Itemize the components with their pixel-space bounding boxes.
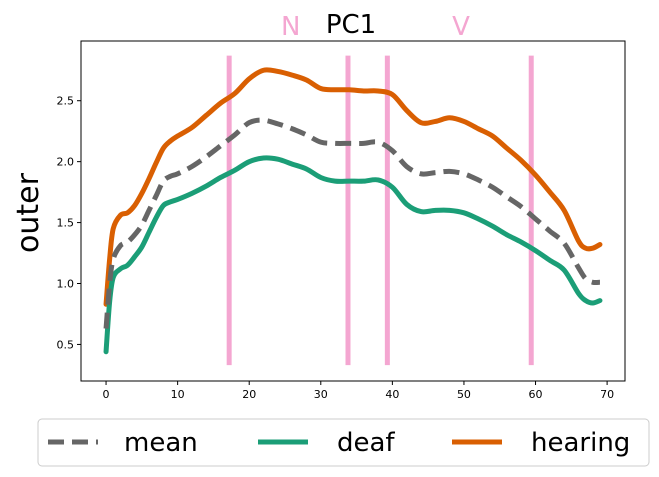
x-tick-label: 60 [529,388,543,401]
x-tick-label: 30 [314,388,328,401]
x-tick-label: 10 [171,388,185,401]
legend-frame [37,418,650,467]
series-line-deaf [103,155,603,355]
x-tick-label: 70 [600,388,614,401]
x-tick-label: 50 [457,388,471,401]
x-tick-label: 40 [385,388,399,401]
legend-label-mean: mean [124,428,198,458]
series-line-hearing [103,67,603,307]
annotation-label: N [281,12,300,42]
chart-title: PC1 [326,10,376,40]
y-tick-label: 2.5 [57,95,75,108]
y-tick-label: 1.0 [57,278,75,291]
y-axis-label: outer [11,172,46,253]
x-tick-label: 0 [103,388,110,401]
y-tick-label: 1.5 [57,217,75,230]
y-tick-label: 2.0 [57,156,75,169]
plot-area-frame [80,40,626,382]
legend-label-deaf: deaf [337,428,395,458]
annotation-label: V [452,12,470,42]
legend-label-hearing: hearing [531,428,630,458]
x-tick-label: 20 [242,388,256,401]
y-tick-label: 0.5 [57,338,75,351]
series-line-mean [103,117,601,329]
legend: mean deaf hearing [37,418,650,467]
